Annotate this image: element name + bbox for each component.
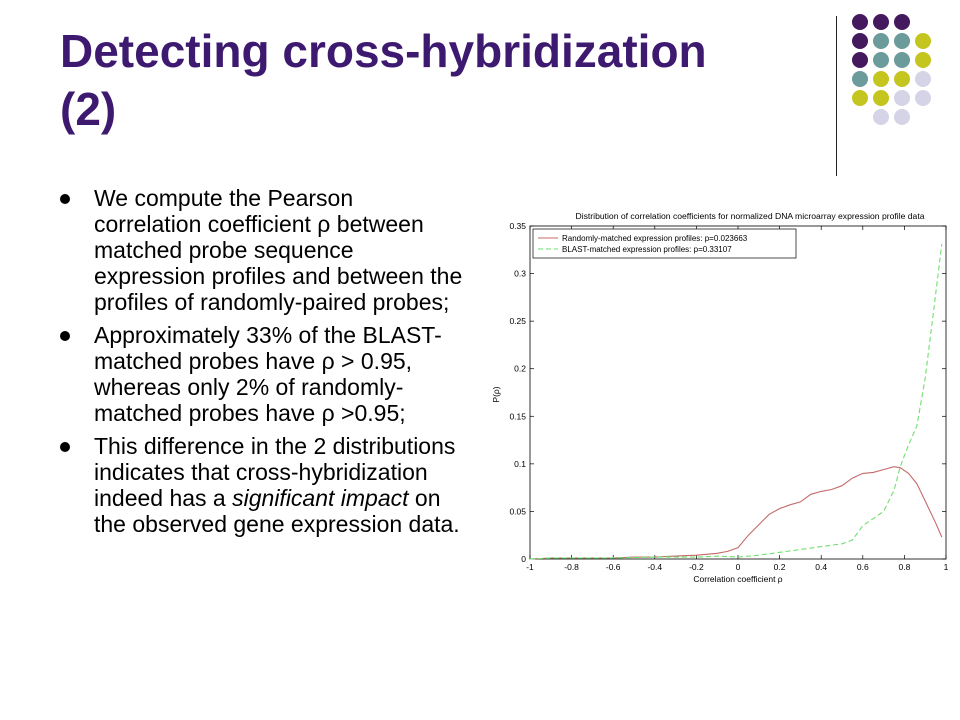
- x-tick-label: -0.4: [647, 562, 662, 572]
- chart-title: Distribution of correlation coefficients…: [576, 211, 925, 221]
- x-tick-label: 1: [944, 562, 949, 572]
- bullet-list: We compute the Pearson correlation coeff…: [58, 185, 463, 544]
- x-tick-label: 0: [736, 562, 741, 572]
- decorative-dot: [915, 52, 931, 68]
- bullet-text-3-emphasis: significant impact: [232, 485, 409, 511]
- y-tick-label: 0.05: [509, 506, 526, 516]
- bullet-dot-icon: [60, 442, 70, 452]
- x-tick-label: 0.6: [857, 562, 869, 572]
- bullet-item-2: Approximately 33% of the BLAST-matched p…: [58, 322, 463, 426]
- decorative-dot: [894, 52, 910, 68]
- series-line-1: [529, 466, 943, 560]
- decorative-dot: [852, 14, 868, 30]
- x-tick-label: 0.2: [774, 562, 786, 572]
- y-tick-label: 0.2: [514, 364, 526, 374]
- bullet-text-3-post: on the observed gene expression data.: [94, 485, 460, 537]
- x-tick-label: -0.8: [564, 562, 579, 572]
- legend-entry-2: BLAST-matched expression profiles: p=0.3…: [562, 245, 732, 254]
- decorative-dot: [852, 33, 868, 49]
- y-tick-label: 0.3: [514, 269, 526, 279]
- y-tick-label: 0.15: [509, 411, 526, 421]
- decorative-dot: [873, 14, 889, 30]
- decorative-dot: [894, 90, 910, 106]
- bullet-item-1: We compute the Pearson correlation coeff…: [58, 185, 463, 315]
- decorative-dot: [915, 71, 931, 87]
- decorative-dot: [852, 71, 868, 87]
- decorative-dot: [894, 109, 910, 125]
- legend-entry-1: Randomly-matched expression profiles: p=…: [562, 234, 748, 243]
- series-line-2: [529, 244, 943, 560]
- x-tick-label: 0.8: [898, 562, 910, 572]
- decorative-dot: [873, 71, 889, 87]
- decorative-dot: [852, 52, 868, 68]
- decorative-dot: [915, 90, 931, 106]
- decorative-dot: [894, 14, 910, 30]
- legend-box: [532, 228, 797, 259]
- bullet-text-2: Approximately 33% of the BLAST-matched p…: [94, 322, 442, 426]
- slide-title-line2: (2): [60, 83, 117, 135]
- vertical-divider: [836, 16, 837, 176]
- decorative-dot: [894, 33, 910, 49]
- bullet-dot-icon: [60, 331, 70, 341]
- bullet-item-3: This difference in the 2 distributions i…: [58, 433, 463, 537]
- plot-area-frame: [529, 225, 947, 560]
- decorative-dot: [894, 71, 910, 87]
- bullet-text-1: We compute the Pearson correlation coeff…: [94, 185, 463, 315]
- decorative-dot: [915, 33, 931, 49]
- decorative-dot: [873, 90, 889, 106]
- x-tick-label: -1: [526, 562, 534, 572]
- x-tick-label: -0.2: [689, 562, 704, 572]
- y-tick-label: 0: [521, 554, 526, 564]
- decorative-dot: [873, 109, 889, 125]
- y-axis-label: P(ρ): [491, 386, 501, 402]
- slide-title-line1: Detecting cross-hybridization: [60, 25, 707, 77]
- bullet-dot-icon: [60, 194, 70, 204]
- y-tick-label: 0.1: [514, 459, 526, 469]
- decorative-dot: [873, 33, 889, 49]
- y-tick-label: 0.25: [509, 316, 526, 326]
- bullet-text-3-pre: This difference in the 2 distributions i…: [94, 433, 456, 511]
- x-tick-label: -0.6: [606, 562, 621, 572]
- x-tick-label: 0.4: [815, 562, 827, 572]
- x-axis-label: Correlation coefficient ρ: [693, 574, 782, 584]
- slide-title: Detecting cross-hybridization (2): [60, 22, 820, 138]
- y-tick-label: 0.35: [509, 221, 526, 231]
- decorative-dot: [873, 52, 889, 68]
- decorative-dot: [852, 90, 868, 106]
